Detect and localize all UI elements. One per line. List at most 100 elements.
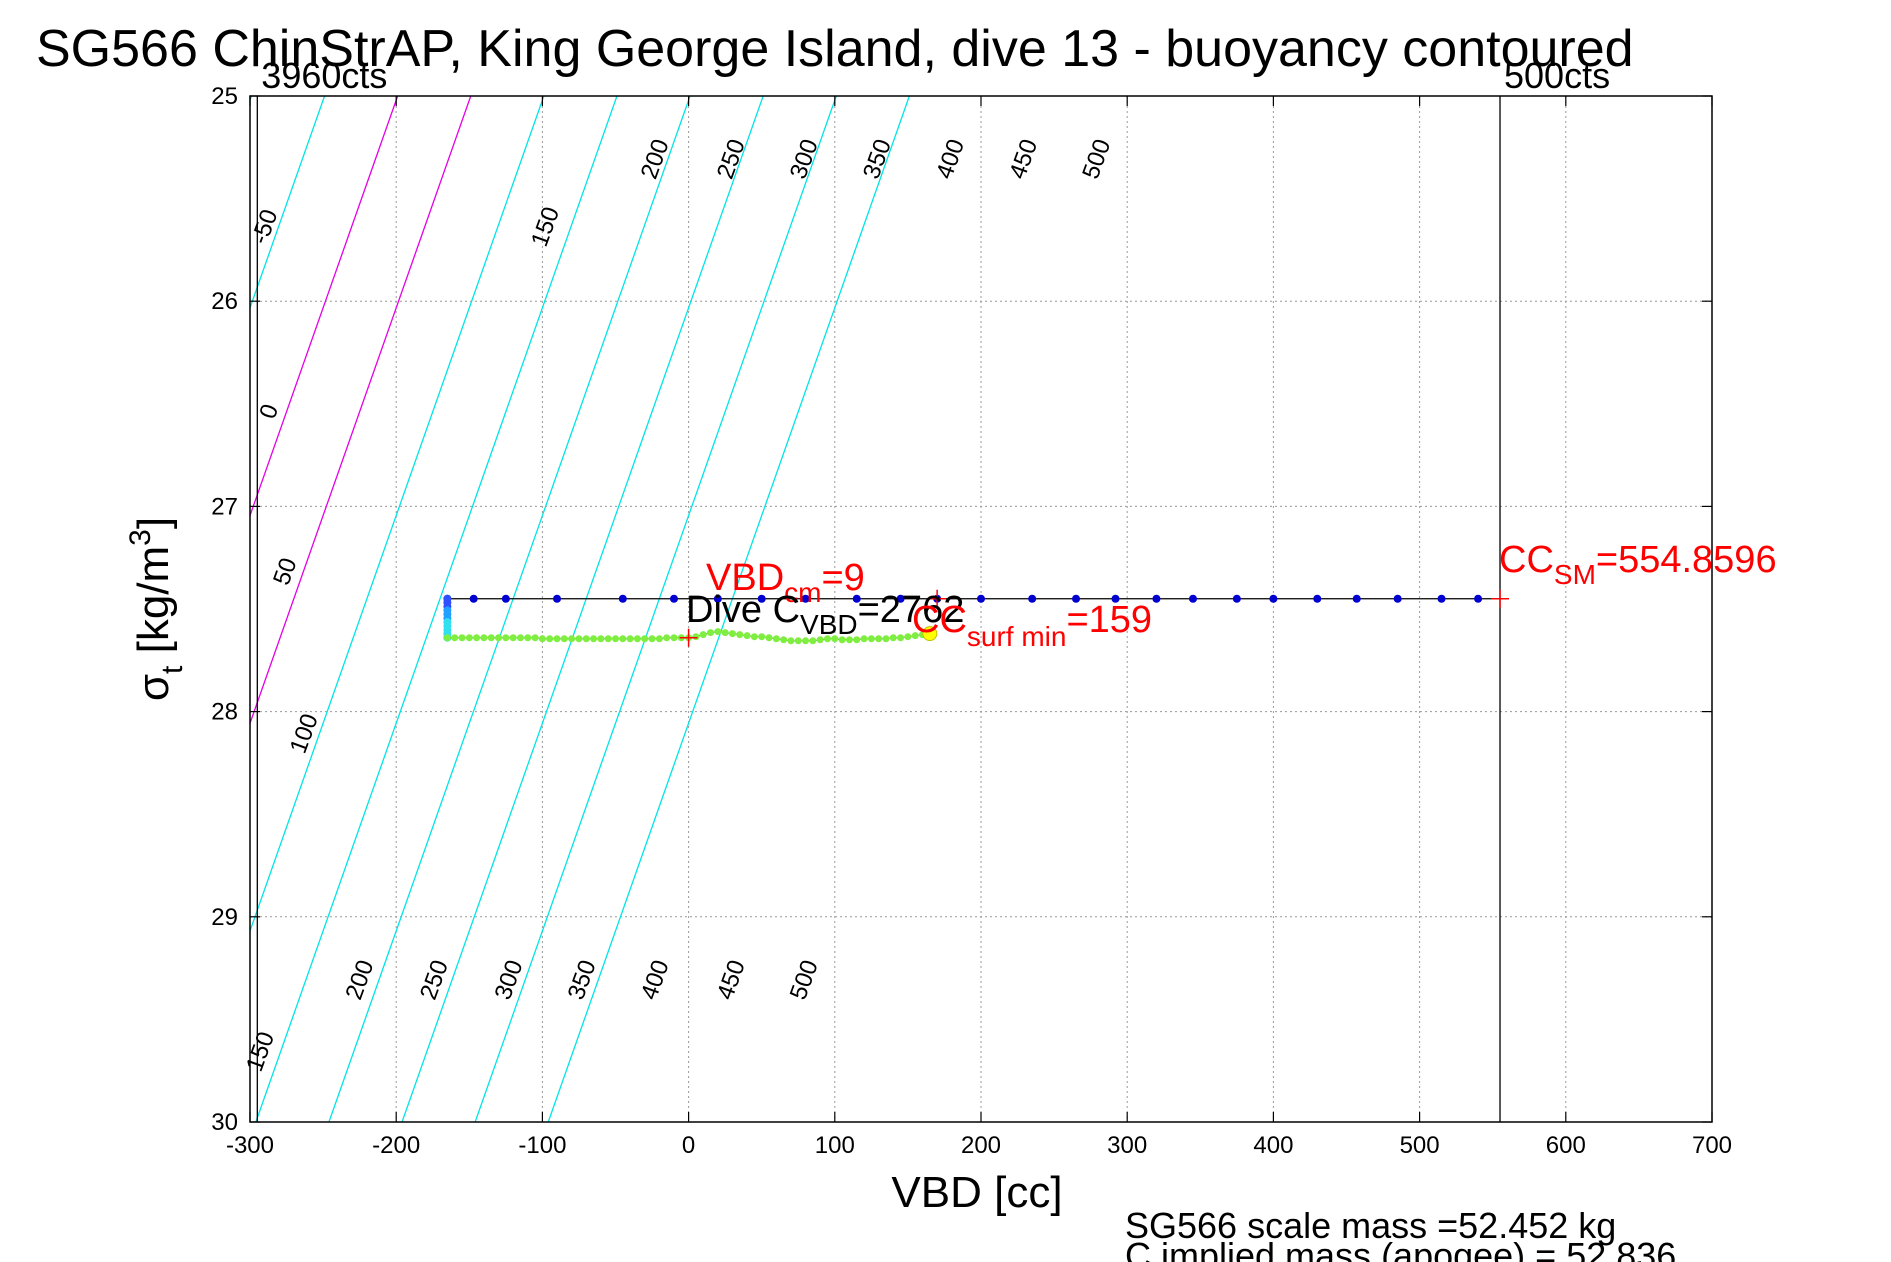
dive-trace-point [765,634,773,642]
count-line-label: 500cts [1504,55,1610,96]
x-tick-label: -200 [372,1132,420,1159]
plot-area [250,96,1712,1122]
dive-trace-point [809,637,817,645]
apogee-point [896,594,905,603]
dive-trace-point [619,635,627,643]
contour-line [250,96,472,726]
dive-trace-point [487,634,495,642]
apogee-point [1352,594,1361,603]
apogee-point [1393,594,1402,603]
apogee-point [757,594,766,603]
dive-trace-point [787,637,795,645]
dive-c-sub: VBD [800,609,858,640]
dive-trace-point [714,628,722,636]
y-label-tail: [kg/m [129,546,178,666]
dive-trace-point [911,632,919,640]
y-axis-ticks: 25 26 27 28 29 30 [211,83,1712,1136]
dive-trace-point [736,631,744,639]
footer-implied-main: C [1125,1235,1151,1262]
apogee-point [618,594,627,603]
y-label-sup: 3 [124,529,157,546]
apogee-point [669,594,678,603]
dive-trace-point [553,635,561,643]
apogee-point [501,594,510,603]
dive-trace-point [816,636,824,644]
dive-trace-point [721,629,729,637]
dive-trace-point [802,637,810,645]
x-tick-label: 0 [682,1132,695,1159]
x-tick-label: 300 [1107,1132,1147,1159]
apogee-point [1313,594,1322,603]
annotation-vbd-cm: VBDcm=9 [706,557,865,608]
apogee-point [1152,594,1161,603]
count-line-label: 3960cts [261,55,387,96]
y-axis-label: σt [kg/m3] [124,517,189,701]
dive-trace-point [560,635,568,643]
cc-surf-sub: surf min [967,621,1067,652]
dive-trace-point [904,633,912,641]
contour-line [250,96,253,103]
apogee-point [1474,594,1483,603]
y-label-sub: t [156,665,189,674]
dive-c-tail: =2762 [858,589,965,631]
apogee-point [469,594,478,603]
apogee-point [1072,594,1081,603]
cc-surf-tail: =159 [1066,599,1152,641]
dive-trace-point [648,635,656,643]
dive-trace-point [546,635,554,643]
x-tick-label: 600 [1546,1132,1586,1159]
dive-trace-point [875,635,883,643]
apogee-point [1232,594,1241,603]
vbd-cm-sub: cm [784,577,821,608]
dive-trace-point [845,636,853,644]
y-label-main: σ [129,674,178,701]
dive-trace-point [707,629,715,637]
apogee-point [977,594,985,603]
apogee-point [1269,594,1278,603]
dive-trace-point [889,634,897,642]
dive-trace-point [524,634,532,642]
x-axis-label: VBD [cc] [891,1168,1062,1217]
vbd-cm-main: VBD [706,557,784,599]
y-tick-label: 25 [211,83,238,110]
contour-line [250,96,326,310]
dive-trace-point [509,634,517,642]
x-tick-label: 700 [1692,1132,1732,1159]
footer-implied-tail: implied mass (apogee) = 52.836 [1151,1235,1676,1262]
footer-implied-mass: C implied mass (apogee) = 52.836 [1125,1235,1676,1262]
dive-trace-point [670,634,678,642]
dive-trace-point [516,634,524,642]
dive-trace-point [502,634,510,642]
dive-trace-point [458,634,466,642]
x-tick-label: 100 [815,1132,855,1159]
buoyancy-contours [250,96,910,1122]
apogee-point [1111,594,1120,603]
dive-trace-point [794,637,802,645]
contour-line [250,96,399,518]
dive-trace-point [860,635,868,643]
x-axis-ticks: -300 -200 -100 0 100 200 300 400 500 600 700 [226,96,1732,1159]
contour-line [255,96,618,1122]
contour-line [474,96,837,1122]
markers [679,589,1510,647]
chart-title: SG566 ChinStrAP, King George Island, div… [36,20,1634,78]
dive-trace-point [590,635,598,643]
dive-trace-point [465,634,473,642]
dive-trace-point [743,632,751,640]
dive-trace-point [780,636,788,644]
dive-trace-point [480,634,488,642]
apogee-point [713,594,722,603]
dive-trace-point [612,635,619,643]
y-tick-label: 30 [211,1109,238,1136]
apogee-point [1188,594,1197,603]
dive-trace-point [823,635,831,643]
x-tick-label: 400 [1253,1132,1293,1159]
dive-trace-point [663,634,671,642]
x-tick-label: -300 [226,1132,274,1159]
dive-trace-point [758,633,766,641]
dive-trace-point [626,635,634,643]
dive-trace-point [451,634,459,642]
dive-trace-point [882,635,890,643]
dive-trace-point [838,636,846,644]
